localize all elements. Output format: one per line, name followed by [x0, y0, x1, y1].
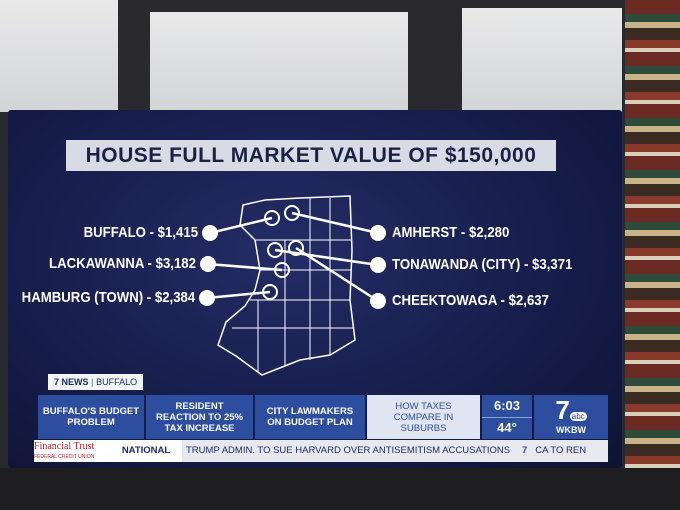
story-tab: RESIDENT REACTION TO 25% TAX INCREASE — [146, 395, 253, 439]
map-label: AMHERST - $2,280 — [392, 224, 510, 241]
window — [0, 0, 118, 112]
logo-number: 7 — [555, 395, 570, 425]
leader-lines — [206, 211, 379, 303]
map-markers — [262, 205, 304, 300]
station: 7 NEWS — [54, 377, 89, 387]
map-label: LACKAWANNA - $3,182 — [49, 255, 196, 272]
time: 6:03 — [482, 395, 532, 418]
ticker-next: 7 CA TO REN — [522, 440, 608, 462]
sponsor-name: Financial Trust — [34, 441, 95, 452]
dots — [199, 225, 386, 309]
ticker-headline: TRUMP ADMIN. TO SUE HARVARD OVER ANTISEM… — [182, 440, 522, 462]
sponsor-sub: FEDERAL CREDIT UNION — [34, 454, 95, 460]
time-weather: 6:03 44° — [482, 395, 532, 439]
sponsor: Financial Trust FEDERAL CREDIT UNION — [34, 440, 110, 462]
story-tab-active: HOW TAXES COMPARE IN SUBURBS — [367, 395, 480, 439]
station-logo: 7 abc WKBW — [534, 395, 608, 439]
station-tag: 7 NEWS | BUFFALO — [48, 374, 144, 390]
ticker-next-text: CA TO REN — [535, 445, 587, 456]
county-map — [217, 195, 356, 376]
map-label: HAMBURG (TOWN) - $2,384 — [21, 289, 195, 306]
window — [150, 12, 408, 112]
curtain — [625, 0, 680, 510]
map-label: TONAWANDA (CITY) - $3,371 — [392, 256, 573, 273]
logo-network: abc — [569, 412, 587, 421]
window — [462, 8, 622, 112]
logo-call: WKBW — [556, 425, 586, 435]
graphic-title: HOUSE FULL MARKET VALUE OF $150,000 — [66, 140, 556, 171]
ticker-section: NATIONAL — [110, 440, 182, 462]
temperature: 44° — [497, 420, 517, 435]
map-label: BUFFALO - $1,415 — [83, 224, 198, 241]
story-tab: CITY LAWMAKERS ON BUDGET PLAN — [255, 395, 365, 439]
tv-stand — [0, 468, 680, 510]
story-tab: BUFFALO'S BUDGET PROBLEM — [38, 395, 144, 439]
map-label: CHEEKTOWAGA - $2,637 — [392, 292, 549, 309]
location: BUFFALO — [96, 377, 138, 387]
